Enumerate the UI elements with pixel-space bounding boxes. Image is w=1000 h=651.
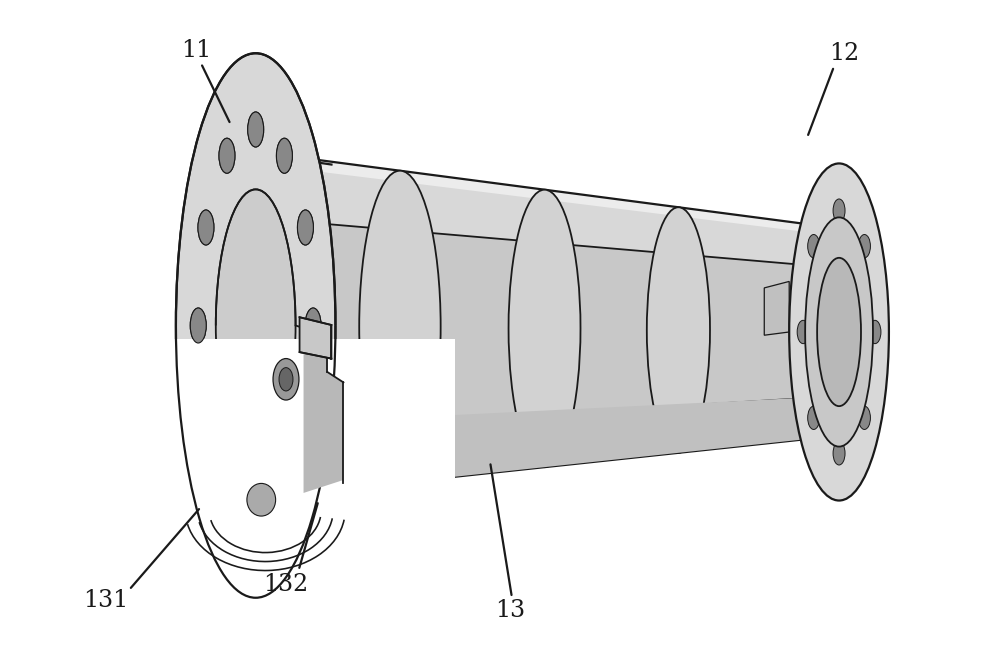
- Ellipse shape: [279, 368, 293, 391]
- Ellipse shape: [805, 217, 873, 447]
- Ellipse shape: [858, 234, 870, 258]
- Ellipse shape: [297, 210, 313, 245]
- Ellipse shape: [273, 359, 299, 400]
- Ellipse shape: [198, 210, 214, 245]
- Ellipse shape: [797, 320, 809, 344]
- Polygon shape: [304, 396, 839, 493]
- Ellipse shape: [297, 406, 313, 441]
- Ellipse shape: [305, 308, 321, 343]
- Ellipse shape: [198, 210, 214, 245]
- Text: 12: 12: [829, 42, 859, 64]
- Polygon shape: [296, 326, 343, 493]
- Ellipse shape: [216, 189, 296, 462]
- Polygon shape: [304, 222, 839, 429]
- Ellipse shape: [305, 308, 321, 343]
- Ellipse shape: [869, 320, 881, 344]
- Ellipse shape: [248, 112, 264, 147]
- Polygon shape: [304, 158, 839, 236]
- Ellipse shape: [190, 308, 206, 343]
- Polygon shape: [164, 339, 455, 639]
- Ellipse shape: [297, 210, 313, 245]
- Ellipse shape: [219, 138, 235, 173]
- Ellipse shape: [219, 138, 235, 173]
- Ellipse shape: [176, 53, 335, 598]
- Text: 131: 131: [83, 590, 129, 613]
- Text: 11: 11: [181, 38, 211, 61]
- Ellipse shape: [808, 234, 820, 258]
- Ellipse shape: [190, 308, 206, 343]
- Ellipse shape: [509, 189, 581, 467]
- Ellipse shape: [276, 138, 292, 173]
- Ellipse shape: [248, 112, 264, 147]
- Ellipse shape: [833, 199, 845, 222]
- Ellipse shape: [276, 478, 292, 513]
- Ellipse shape: [858, 406, 870, 430]
- Ellipse shape: [359, 171, 441, 482]
- Polygon shape: [304, 158, 839, 493]
- Ellipse shape: [808, 406, 820, 430]
- Polygon shape: [300, 317, 331, 359]
- Polygon shape: [764, 281, 789, 335]
- Ellipse shape: [833, 441, 845, 465]
- Ellipse shape: [247, 484, 276, 516]
- Ellipse shape: [219, 478, 235, 513]
- Ellipse shape: [647, 207, 710, 453]
- Ellipse shape: [789, 163, 889, 501]
- Ellipse shape: [248, 504, 264, 539]
- Ellipse shape: [817, 258, 861, 406]
- Text: 132: 132: [263, 574, 308, 596]
- Ellipse shape: [276, 138, 292, 173]
- Ellipse shape: [198, 406, 214, 441]
- Text: 13: 13: [495, 599, 525, 622]
